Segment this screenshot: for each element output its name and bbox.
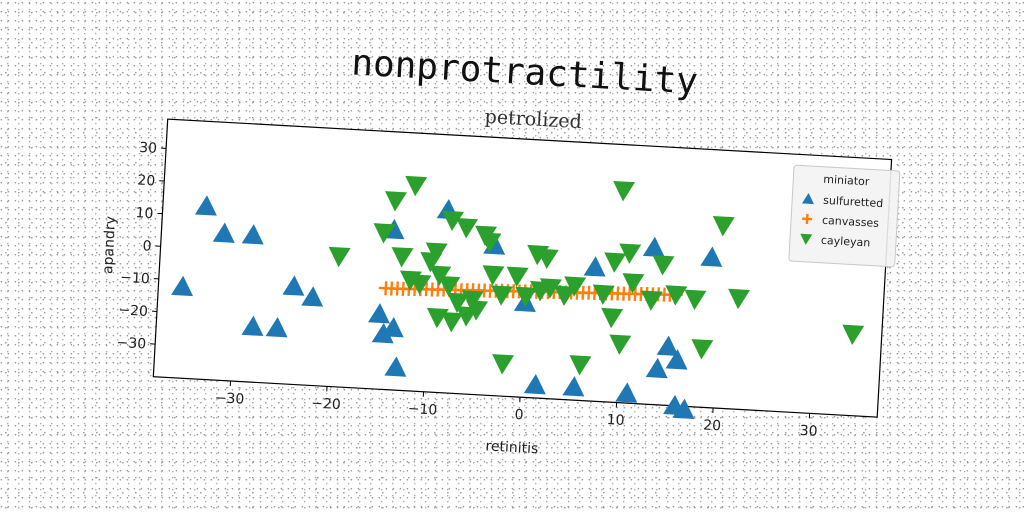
data-point xyxy=(515,286,538,308)
data-point xyxy=(642,236,665,258)
data-point xyxy=(441,311,464,333)
data-point xyxy=(564,276,587,297)
data-point xyxy=(429,265,452,286)
axis-ticks: −30 −20 −10 0 10 20 30 −30 −20 −10 0 10 20 30 xyxy=(116,140,818,440)
x-tick-label: −30 xyxy=(214,390,244,408)
data-point xyxy=(328,246,351,268)
x-tick-label: 20 xyxy=(703,417,722,434)
legend-entry: cayleyan xyxy=(821,234,871,250)
data-point xyxy=(466,300,489,321)
y-tick-label: 20 xyxy=(137,173,156,190)
data-point xyxy=(456,217,479,239)
data-point xyxy=(409,274,432,295)
x-tick-label: 10 xyxy=(606,412,625,429)
y-tick-label: −20 xyxy=(118,302,148,320)
data-point xyxy=(728,288,751,310)
legend-marker xyxy=(801,192,814,205)
data-point xyxy=(592,284,615,305)
data-point xyxy=(461,290,484,311)
data-point xyxy=(656,335,679,356)
data-point xyxy=(265,317,288,338)
data-point xyxy=(665,285,688,306)
data-point xyxy=(622,273,645,294)
data-point xyxy=(282,275,305,296)
data-point xyxy=(672,398,695,420)
data-point xyxy=(492,354,515,375)
data-point xyxy=(609,334,632,355)
data-point xyxy=(391,247,414,268)
data-point xyxy=(562,376,585,397)
data-point xyxy=(368,303,390,324)
data-point xyxy=(385,191,407,212)
data-point xyxy=(371,322,394,344)
x-tick-label: −10 xyxy=(407,401,437,419)
data-point xyxy=(601,307,624,329)
data-point xyxy=(479,232,502,253)
data-point xyxy=(301,286,324,307)
data-point xyxy=(373,223,396,244)
legend-entry: sulfuretted xyxy=(823,194,884,210)
data-point xyxy=(583,256,606,277)
data-point xyxy=(447,292,470,314)
x-tick-label: 30 xyxy=(799,423,818,440)
data-point xyxy=(491,285,514,306)
data-point xyxy=(554,285,576,306)
data-point xyxy=(536,248,559,270)
legend-marker xyxy=(800,233,813,245)
y-tick-label: −10 xyxy=(120,270,150,288)
data-marks xyxy=(171,175,865,420)
data-point xyxy=(384,356,407,377)
x-tick-label: 0 xyxy=(514,407,524,423)
data-point xyxy=(241,315,264,337)
y-axis-label: apandry xyxy=(100,216,119,275)
data-point xyxy=(691,339,714,360)
data-point xyxy=(640,290,663,311)
data-point xyxy=(604,252,627,273)
legend-entry: canvasses xyxy=(822,214,880,230)
data-point xyxy=(665,349,688,370)
data-point xyxy=(645,357,668,379)
y-tick-label: 10 xyxy=(135,205,154,222)
series-cayleyan xyxy=(328,175,865,376)
data-point xyxy=(482,265,505,286)
data-point xyxy=(684,289,707,311)
series-sulfuretted xyxy=(171,195,723,420)
y-tick-label: 30 xyxy=(139,140,158,157)
x-tick-label: −20 xyxy=(311,396,341,414)
data-point xyxy=(506,266,529,287)
data-point xyxy=(700,246,723,267)
data-point xyxy=(425,242,448,263)
data-point xyxy=(523,373,546,395)
chart-suptitle: nonprotractility xyxy=(350,42,699,102)
legend-marker xyxy=(802,213,813,224)
data-point xyxy=(652,255,675,276)
data-point xyxy=(539,278,562,299)
data-point xyxy=(613,180,636,202)
data-point xyxy=(619,243,642,264)
legend-title: miniator xyxy=(823,173,870,189)
plot-area: petrolized −30 −20 −10 0 10 20 30 −30 −20 −10 0 10 2… xyxy=(100,106,901,457)
data-point xyxy=(171,275,194,297)
data-point xyxy=(615,382,638,403)
data-point xyxy=(194,195,217,216)
data-point xyxy=(712,215,735,237)
data-point xyxy=(438,275,461,297)
legend-box xyxy=(788,164,901,268)
data-point xyxy=(442,210,464,232)
data-point xyxy=(405,175,428,197)
data-point xyxy=(212,222,235,243)
data-point xyxy=(842,324,865,345)
y-tick-label: −30 xyxy=(116,335,146,353)
data-point xyxy=(241,224,264,245)
legend: miniator sulfuretted canvasses cayleyan xyxy=(788,164,901,268)
axes-title: petrolized xyxy=(484,106,582,133)
x-axis-label: retinitis xyxy=(485,438,539,457)
data-point xyxy=(569,355,592,376)
data-point xyxy=(381,316,404,338)
y-tick-label: 0 xyxy=(142,238,152,254)
